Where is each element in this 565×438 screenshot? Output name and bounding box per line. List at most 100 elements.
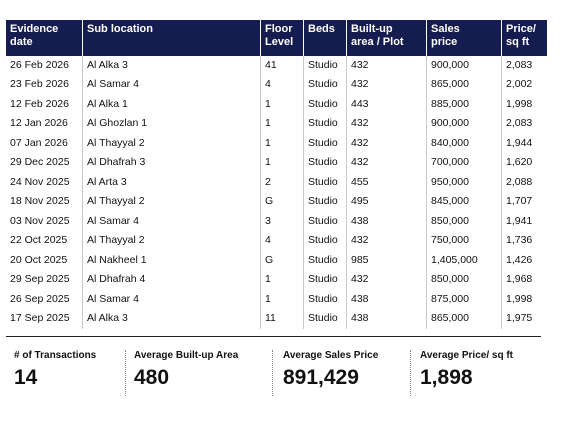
table-cell: 432 <box>346 231 426 251</box>
table-cell: 2 <box>260 172 303 192</box>
table-cell: 1,968 <box>501 270 547 290</box>
separator <box>272 350 273 396</box>
table-cell: 432 <box>346 55 426 75</box>
divider <box>6 336 541 337</box>
table-cell: 41 <box>260 55 303 75</box>
header-text: Beds <box>308 23 335 35</box>
table-cell: Al Thayyal 2 <box>82 192 260 212</box>
table-cell: 2,083 <box>501 55 547 75</box>
table-cell: 03 Nov 2025 <box>10 214 70 227</box>
separator <box>410 350 411 396</box>
table-cell: 1,405,000 <box>426 250 501 270</box>
table-cell: Studio <box>303 250 346 270</box>
header-text: Price/ <box>506 23 536 35</box>
table-cell: 432 <box>346 114 426 134</box>
header-text: Evidence <box>10 23 59 35</box>
table-cell: Al Thayyal 2 <box>82 133 260 153</box>
table-cell: Al Alka 3 <box>82 309 260 329</box>
table-cell: 845,000 <box>426 192 501 212</box>
table-cell: G <box>260 192 303 212</box>
table-cell: Al Ghozlan 1 <box>82 114 260 134</box>
table-cell: 1,944 <box>501 133 547 153</box>
table-cell: 2,002 <box>501 75 547 95</box>
table-cell: 1,736 <box>501 231 547 251</box>
table-cell: 432 <box>346 153 426 173</box>
table-cell: Al Arta 3 <box>82 172 260 192</box>
table-cell: 29 Sep 2025 <box>10 273 70 285</box>
table-cell: 1 <box>260 289 303 309</box>
header-cell: Floor Level <box>260 20 303 56</box>
table-cell: 438 <box>346 211 426 231</box>
table-cell: Studio <box>303 192 346 212</box>
table-cell: 24 Nov 2025 <box>10 175 70 188</box>
table-cell: Al Alka 3 <box>82 55 260 75</box>
table-cell: Al Samar 4 <box>82 75 260 95</box>
table-cell: 455 <box>346 172 426 192</box>
table-cell: 850,000 <box>426 211 501 231</box>
table-cell: 4 <box>260 75 303 95</box>
table-cell: 1 <box>260 133 303 153</box>
table-cell: 1 <box>260 153 303 173</box>
table-cell: 1 <box>260 270 303 290</box>
table-cell: Studio <box>303 172 346 192</box>
header-cell: Built-up area / Plot <box>346 20 426 56</box>
separator <box>125 350 126 396</box>
header-text: price <box>431 36 458 48</box>
summary-value: 480 <box>134 366 170 389</box>
table-cell: 22 Oct 2025 <box>10 234 68 246</box>
header-text: Sub location <box>87 23 153 35</box>
header-cell: Sales price <box>426 20 501 56</box>
table-cell: 865,000 <box>426 75 501 95</box>
header-text: Sales <box>431 23 460 35</box>
table-cell: 20 Oct 2025 <box>10 253 68 266</box>
table-cell: 432 <box>346 133 426 153</box>
summary-block: # of Transactions 14 <box>14 350 96 390</box>
table-cell: 12 Feb 2026 <box>10 97 69 110</box>
header-text: sq ft <box>506 36 530 48</box>
table-cell: 1,941 <box>501 211 547 231</box>
table-cell: Studio <box>303 211 346 231</box>
header-cell: Sub location <box>82 20 260 56</box>
summary-label: Average Price/ sq ft <box>420 350 514 361</box>
table-cell: Studio <box>303 94 346 114</box>
table-cell: 29 Dec 2025 <box>10 156 70 168</box>
table-cell: 750,000 <box>426 231 501 251</box>
table-cell: 18 Nov 2025 <box>10 195 70 207</box>
table-cell: G <box>260 250 303 270</box>
summary-label: Average Built-up Area <box>134 350 239 361</box>
table-cell: 1,707 <box>501 192 547 212</box>
table-cell: 1,426 <box>501 250 547 270</box>
table-cell: Al Alka 1 <box>82 94 260 114</box>
table-cell: 26 Feb 2026 <box>10 58 69 71</box>
table-cell: 12 Jan 2026 <box>10 117 68 129</box>
summary-block: Average Price/ sq ft 1,898 <box>420 350 513 390</box>
table-cell: 1,998 <box>501 289 547 309</box>
table-cell: 1 <box>260 94 303 114</box>
table-cell: 1,975 <box>501 309 547 329</box>
table-cell: Al Thayyal 2 <box>82 231 260 251</box>
table-cell: 11 <box>260 309 303 329</box>
table-cell: 438 <box>346 309 426 329</box>
table-cell: 432 <box>346 75 426 95</box>
table-cell: 900,000 <box>426 114 501 134</box>
table-cell: 17 Sep 2025 <box>10 312 70 324</box>
header-cell: Beds <box>303 20 346 56</box>
table-cell: Al Samar 4 <box>82 211 260 231</box>
table-cell: 840,000 <box>426 133 501 153</box>
table-cell: Studio <box>303 114 346 134</box>
table-cell: 875,000 <box>426 289 501 309</box>
table-cell: 865,000 <box>426 309 501 329</box>
table-cell: 900,000 <box>426 55 501 75</box>
header-text: Built-up <box>351 23 393 35</box>
table-cell: Al Dhafrah 4 <box>82 270 260 290</box>
table-cell: 1,998 <box>501 94 547 114</box>
table-cell: 885,000 <box>426 94 501 114</box>
header-text: area / Plot <box>351 36 404 48</box>
summary-value: 1,898 <box>420 366 473 389</box>
table-cell: 26 Sep 2025 <box>10 292 70 305</box>
table-cell: 3 <box>260 211 303 231</box>
table-cell: 2,083 <box>501 114 547 134</box>
table-cell: 985 <box>346 250 426 270</box>
table-cell: Al Nakheel 1 <box>82 250 260 270</box>
